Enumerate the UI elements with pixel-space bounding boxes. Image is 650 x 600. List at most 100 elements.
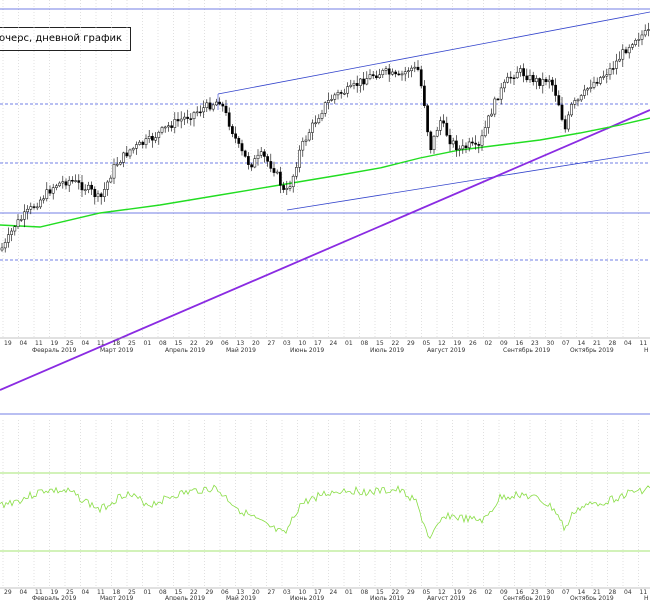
candle <box>323 102 327 114</box>
date-tick-label: 16 <box>516 589 524 596</box>
month-label: Март 2019 <box>100 347 134 354</box>
date-tick-label: 14 <box>578 340 586 347</box>
date-tick-label: 20 <box>252 340 260 347</box>
candle <box>119 162 122 165</box>
month-label: Февраль 2019 <box>32 347 77 354</box>
date-tick-label: 08 <box>361 589 369 596</box>
candle <box>583 89 586 96</box>
candle <box>112 164 116 179</box>
candle <box>317 118 321 124</box>
candle <box>419 69 423 87</box>
candle <box>19 219 23 221</box>
candle <box>167 125 170 128</box>
candle <box>42 198 45 201</box>
month-label: Н <box>644 347 649 354</box>
date-tick-label: 23 <box>531 589 539 596</box>
candle <box>103 189 106 197</box>
candle <box>333 94 337 100</box>
candle <box>643 30 647 36</box>
candle <box>375 75 378 79</box>
date-tick-label: 02 <box>485 340 493 347</box>
candle <box>608 68 612 76</box>
date-tick-label: 01 <box>144 589 152 596</box>
candle <box>352 83 356 86</box>
candle <box>551 79 554 86</box>
candle <box>3 242 7 249</box>
date-tick-label: 08 <box>159 589 167 596</box>
date-tick-label: 21 <box>593 340 601 347</box>
date-tick-label: 09 <box>500 589 508 596</box>
candle <box>599 77 602 84</box>
candle <box>253 158 257 168</box>
candle <box>83 189 87 191</box>
candle <box>224 105 228 114</box>
date-tick-label: 11 <box>97 589 105 596</box>
candle <box>144 138 148 145</box>
candle <box>211 104 215 110</box>
candle <box>416 66 420 70</box>
candle <box>615 60 618 69</box>
candle <box>426 105 429 133</box>
candle <box>93 188 97 198</box>
candle <box>634 40 637 45</box>
candle <box>237 138 241 144</box>
candle <box>314 122 317 125</box>
date-tick-label: 10 <box>299 340 307 347</box>
candle <box>279 171 282 186</box>
candle <box>371 74 375 77</box>
date-tick-label: 26 <box>469 340 477 347</box>
candle <box>477 144 481 146</box>
candle <box>160 127 164 133</box>
date-tick-label: 13 <box>237 589 245 596</box>
candle <box>195 111 199 114</box>
date-tick-label: 29 <box>206 340 214 347</box>
date-tick-label: 19 <box>51 340 59 347</box>
date-tick-label: 01 <box>345 589 353 596</box>
candle <box>384 68 388 71</box>
month-label: Февраль 2019 <box>32 595 77 600</box>
candle <box>71 179 74 182</box>
candle <box>295 167 298 177</box>
candle <box>557 95 561 106</box>
candle <box>480 135 484 146</box>
candle <box>307 132 311 141</box>
candle <box>387 68 391 75</box>
candle <box>637 39 641 41</box>
date-tick-label: 18 <box>113 589 121 596</box>
candle <box>605 74 609 77</box>
candle <box>586 88 589 91</box>
candle <box>525 75 529 81</box>
candle <box>189 118 193 120</box>
candle <box>627 47 631 54</box>
candle <box>595 81 599 84</box>
date-tick-label: 14 <box>578 589 586 596</box>
date-tick-label: 29 <box>206 589 214 596</box>
candle <box>429 131 433 151</box>
candle <box>602 75 605 78</box>
candle <box>301 140 305 151</box>
candle <box>96 193 100 198</box>
candle <box>394 71 397 75</box>
candle <box>515 71 519 79</box>
date-tick-label: 22 <box>392 589 400 596</box>
candle <box>179 118 183 122</box>
date-tick-label: 11 <box>35 589 43 596</box>
candle <box>99 193 103 197</box>
channel-lower-line <box>286 151 650 211</box>
candle <box>77 180 81 183</box>
month-label: Август 2019 <box>427 347 465 354</box>
date-tick-label: 07 <box>562 340 570 347</box>
candle <box>243 150 247 157</box>
candle <box>199 111 202 114</box>
candle <box>32 206 36 208</box>
candle <box>439 120 442 131</box>
candle <box>618 58 621 62</box>
date-tick-label: 22 <box>392 340 400 347</box>
month-label: Май 2019 <box>226 347 256 354</box>
candle <box>442 120 445 124</box>
date-tick-label: 20 <box>252 589 260 596</box>
candle <box>16 219 20 227</box>
candle <box>621 49 625 60</box>
month-label: Сентябрь 2019 <box>503 595 550 600</box>
candle <box>35 206 39 209</box>
